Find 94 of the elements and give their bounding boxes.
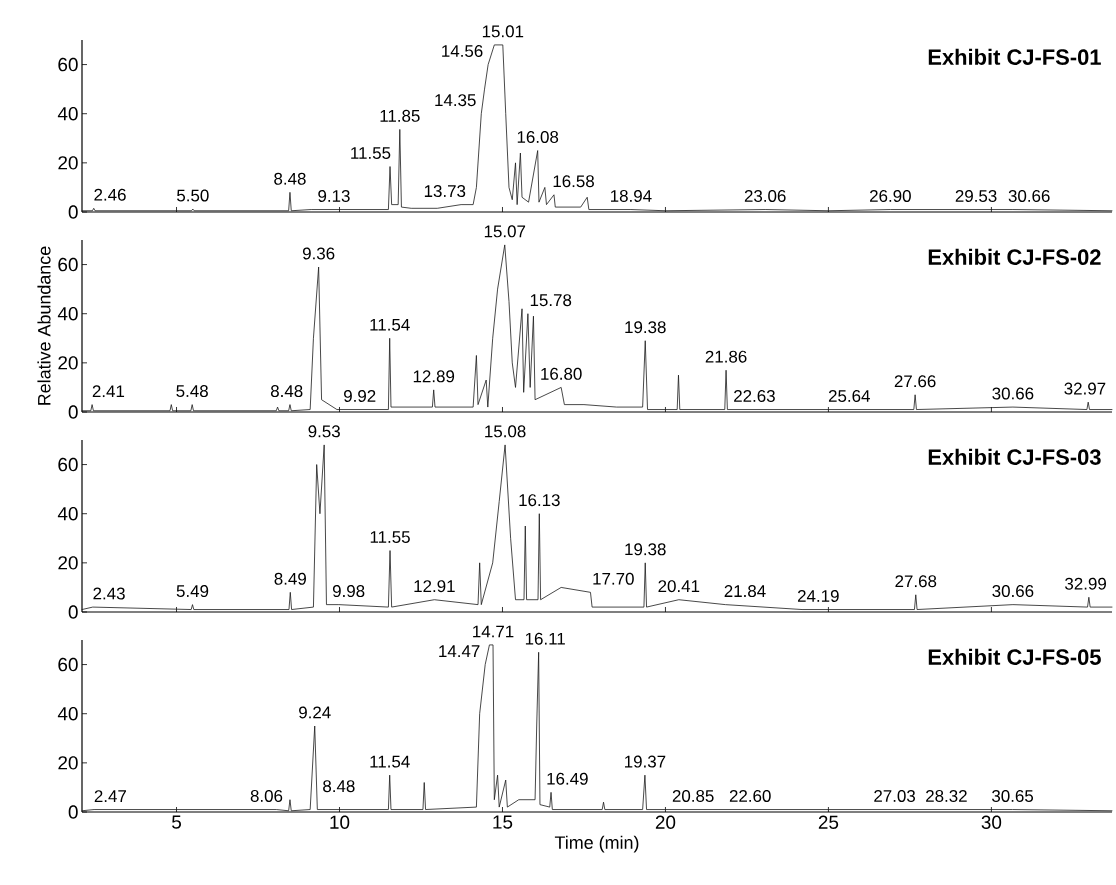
annotation: 30.66 <box>992 585 1034 598</box>
annotation: 27.03 <box>874 789 916 802</box>
annotation: 15.78 <box>530 294 572 307</box>
annotation: 21.84 <box>724 585 766 598</box>
x-tick-label: 5 <box>172 815 181 829</box>
annotation: 16.58 <box>553 175 594 188</box>
annotation: 9.36 <box>302 247 335 260</box>
annotation: 11.55 <box>370 531 410 544</box>
annotation: 15.01 <box>482 25 524 38</box>
annotation: 32.97 <box>1064 382 1106 395</box>
annotation: 25.64 <box>828 389 870 402</box>
annotation: 5.50 <box>177 189 209 202</box>
annotation: 11.55 <box>351 147 391 159</box>
annotation: 13.73 <box>424 185 466 198</box>
annotation: 14.47 <box>439 645 480 657</box>
x-tick-label: 20 <box>655 815 676 829</box>
annotation: 12.89 <box>413 370 455 383</box>
y-tick-label: 0 <box>68 805 78 819</box>
y-tick-label: 20 <box>58 356 78 370</box>
y-axis-title: Relative Abundance <box>37 246 51 405</box>
annotation: 20.41 <box>658 580 700 593</box>
annotation: 18.94 <box>611 189 652 202</box>
x-tick-label: 10 <box>330 815 350 829</box>
y-tick-label: 60 <box>58 57 78 72</box>
annotation: 8.48 <box>270 385 303 398</box>
y-tick-label: 40 <box>57 507 78 521</box>
annotation: 8.06 <box>250 789 283 802</box>
y-tick-label: 60 <box>58 657 78 672</box>
x-axis-title: Time (min) <box>554 835 639 853</box>
annotation: 22.63 <box>734 389 775 402</box>
annotation: 2.47 <box>94 790 126 802</box>
annotation: 30.66 <box>1008 189 1050 202</box>
y-tick-label: 20 <box>58 756 78 770</box>
annotation: 19.37 <box>625 755 666 768</box>
y-tick-label: 40 <box>57 707 78 721</box>
annotation: 30.66 <box>992 387 1034 400</box>
annotation: 2.41 <box>92 385 125 398</box>
annotation: 14.71 <box>473 625 514 638</box>
annotation: 14.35 <box>435 94 476 107</box>
annotation: 9.53 <box>308 425 340 438</box>
chart-title: Exhibit CJ-FS-01 <box>928 48 1101 65</box>
annotation: 5.49 <box>176 585 209 598</box>
annotation: 27.66 <box>894 375 936 388</box>
y-tick-label: 40 <box>57 107 78 121</box>
y-tick-label: 60 <box>58 257 78 272</box>
y-tick-label: 0 <box>68 605 78 619</box>
annotation: 11.54 <box>370 318 410 331</box>
annotation: 2.43 <box>93 587 125 600</box>
annotation: 11.85 <box>380 109 420 122</box>
y-tick-label: 40 <box>57 307 78 321</box>
annotation: 28.32 <box>926 789 967 802</box>
annotation: 5.48 <box>176 385 208 398</box>
annotation: 15.07 <box>484 225 526 238</box>
chart-title: Exhibit CJ-FS-03 <box>928 448 1101 465</box>
annotation: 9.92 <box>344 389 376 402</box>
annotation: 24.19 <box>797 589 839 602</box>
annotation: 12.91 <box>414 580 455 593</box>
annotation: 17.70 <box>593 572 634 585</box>
x-tick-label: 15 <box>493 815 513 829</box>
y-tick-label: 20 <box>58 156 78 170</box>
annotation: 26.90 <box>870 189 911 202</box>
annotation: 11.54 <box>370 755 410 768</box>
chart-title: Exhibit CJ-FS-02 <box>928 248 1101 265</box>
annotation: 8.49 <box>274 572 306 585</box>
annotation: 20.85 <box>672 789 714 802</box>
y-tick-label: 0 <box>68 205 78 219</box>
annotation: 16.80 <box>541 367 582 380</box>
annotation: 2.46 <box>94 188 126 201</box>
annotation: 9.24 <box>299 706 331 719</box>
annotation: 16.11 <box>525 632 565 645</box>
annotation: 30.65 <box>992 789 1034 802</box>
annotation: 16.49 <box>547 772 588 785</box>
y-tick-label: 0 <box>68 405 78 419</box>
chart-title: Exhibit CJ-FS-05 <box>928 648 1101 665</box>
x-tick-label: 30 <box>981 815 1002 829</box>
annotation: 21.86 <box>705 350 747 363</box>
annotation: 14.56 <box>442 45 483 57</box>
annotation: 23.06 <box>744 189 786 202</box>
annotation: 32.99 <box>1065 577 1106 590</box>
annotation: 19.38 <box>625 543 666 556</box>
annotation: 19.38 <box>625 321 666 334</box>
annotation: 29.53 <box>955 189 997 202</box>
annotation: 8.48 <box>274 172 306 185</box>
annotation: 9.98 <box>332 585 365 598</box>
x-tick-label: 25 <box>818 815 839 829</box>
annotation: 27.68 <box>895 575 937 588</box>
annotation: 15.08 <box>485 425 526 438</box>
annotation: 16.13 <box>519 494 560 507</box>
annotation: 9.13 <box>318 189 350 202</box>
annotation: 16.08 <box>517 131 559 143</box>
annotation: 22.60 <box>729 789 771 802</box>
annotation: 8.48 <box>323 780 355 793</box>
y-tick-label: 60 <box>58 457 78 472</box>
y-tick-label: 20 <box>58 556 78 570</box>
